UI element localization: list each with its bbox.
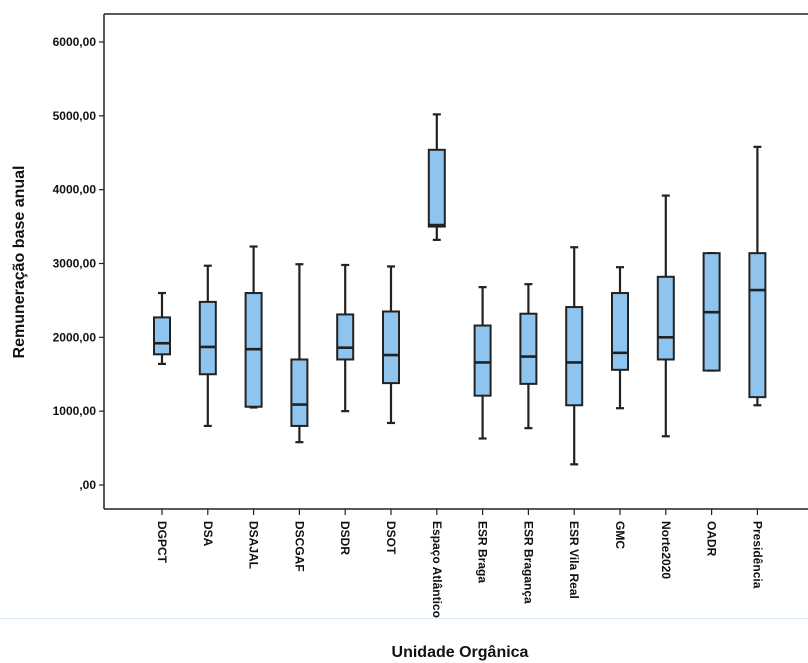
y-tick-label: 2000,00 bbox=[53, 330, 97, 344]
x-axis-title: Unidade Orgânica bbox=[392, 644, 529, 661]
x-tick-label: DSCGAF bbox=[292, 521, 306, 572]
y-tick-label: 1000,00 bbox=[53, 404, 97, 418]
box-iqr bbox=[336, 313, 355, 361]
box-esr-bragança bbox=[519, 283, 538, 430]
x-tick-label: Norte2020 bbox=[659, 521, 673, 579]
plot-frame bbox=[103, 13, 808, 510]
x-tick-label: Espaço Atlântico bbox=[430, 521, 444, 618]
box-esr-braga bbox=[473, 286, 492, 440]
x-axis: DGPCT DSA DSAJAL DSCGAF DSDR DSOT Espaço Atlân… bbox=[155, 509, 764, 618]
x-tick-label: DSOT bbox=[384, 521, 398, 555]
box-iqr bbox=[382, 310, 400, 385]
x-tick-label: DSDR bbox=[338, 521, 352, 555]
y-tick-label: ,00 bbox=[79, 478, 96, 492]
y-tick-label: 6000,00 bbox=[53, 35, 97, 49]
box-esr-vila-real bbox=[565, 246, 584, 466]
box-iqr bbox=[519, 312, 538, 385]
x-tick-label: GMC bbox=[613, 521, 627, 549]
box-presidência bbox=[748, 145, 767, 407]
y-axis-title: Remuneração base anual bbox=[11, 166, 28, 359]
divider bbox=[0, 618, 808, 619]
box-iqr bbox=[748, 252, 767, 399]
y-tick-label: 4000,00 bbox=[53, 183, 97, 197]
box-gmc bbox=[611, 266, 629, 410]
x-tick-label: OADR bbox=[705, 521, 719, 557]
y-axis: ,00 1000,00 2000,00 3000,00 4000,00 5000,00 60… bbox=[53, 35, 104, 492]
x-tick-label: Presidência bbox=[750, 521, 764, 589]
box-dgpct bbox=[153, 291, 171, 366]
box-iqr bbox=[656, 275, 675, 361]
x-tick-label: ESR Vila Real bbox=[567, 521, 581, 599]
box-norte2020 bbox=[656, 194, 675, 438]
y-tick-label: 3000,00 bbox=[53, 257, 97, 271]
box-dsdr bbox=[336, 263, 355, 413]
box-dscgaf bbox=[290, 263, 309, 444]
box-oadr bbox=[702, 252, 721, 372]
box-dsajal bbox=[244, 245, 263, 409]
box-iqr bbox=[611, 292, 629, 371]
box-dsot bbox=[382, 265, 400, 425]
box-iqr bbox=[290, 358, 309, 427]
x-tick-label: DGPCT bbox=[155, 521, 169, 564]
y-tick-label: 5000,00 bbox=[53, 109, 97, 123]
box-iqr bbox=[198, 300, 217, 376]
box-iqr bbox=[427, 148, 446, 228]
x-tick-label: DSA bbox=[201, 521, 215, 547]
box-iqr bbox=[565, 306, 584, 407]
box-dsa bbox=[198, 264, 217, 428]
box-iqr bbox=[473, 324, 492, 397]
box-series bbox=[153, 113, 767, 466]
x-tick-label: ESR Braga bbox=[476, 521, 490, 583]
x-tick-label: ESR Bragança bbox=[521, 521, 535, 604]
box-iqr bbox=[153, 316, 171, 356]
box-espaço-atlântico bbox=[427, 113, 446, 241]
x-tick-label: DSAJAL bbox=[247, 521, 261, 569]
